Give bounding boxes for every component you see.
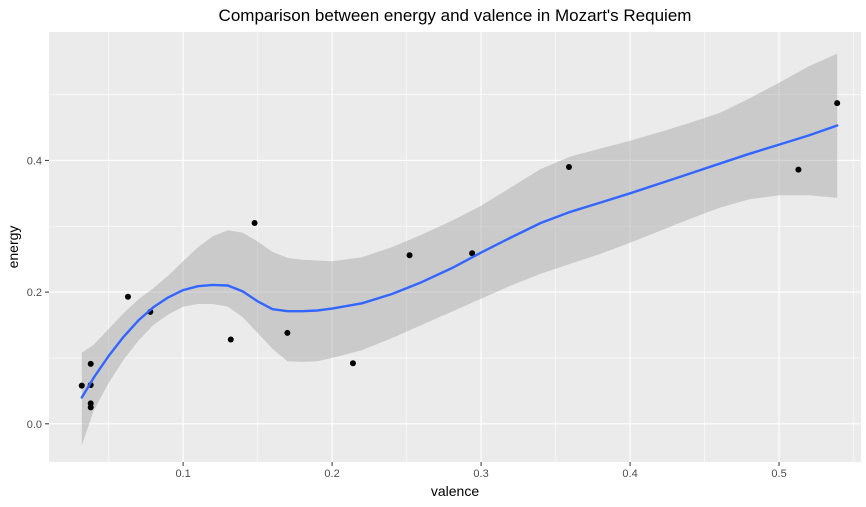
plot-panel bbox=[49, 32, 861, 462]
data-point bbox=[87, 360, 94, 367]
data-point bbox=[78, 382, 85, 389]
data-point bbox=[406, 252, 413, 259]
minor-grid bbox=[49, 32, 861, 462]
x-tick-label: 0.4 bbox=[622, 468, 637, 480]
data-point bbox=[565, 163, 572, 170]
data-point bbox=[795, 166, 802, 173]
x-axis: 0.1 0.2 0.3 0.4 0.5 bbox=[175, 462, 787, 480]
x-tick-label: 0.2 bbox=[324, 468, 339, 480]
data-point bbox=[349, 360, 356, 367]
x-tick-label: 0.1 bbox=[175, 468, 190, 480]
y-tick-label: 0.4 bbox=[27, 155, 42, 167]
smooth-line bbox=[80, 124, 839, 399]
y-tick-label: 0.0 bbox=[27, 419, 42, 431]
x-tick-label: 0.5 bbox=[771, 468, 786, 480]
major-grid bbox=[49, 32, 861, 462]
data-point bbox=[227, 336, 234, 343]
y-axis: 0.0 0.2 0.4 bbox=[27, 155, 49, 431]
data-point bbox=[124, 293, 131, 300]
data-point bbox=[284, 329, 291, 336]
y-axis-title: energy bbox=[5, 226, 21, 269]
x-tick-label: 0.3 bbox=[473, 468, 488, 480]
data-point bbox=[251, 219, 258, 226]
confidence-band bbox=[81, 53, 838, 446]
x-axis-title: valence bbox=[431, 483, 479, 499]
data-point bbox=[469, 250, 476, 257]
data-point bbox=[834, 100, 841, 107]
data-point bbox=[87, 404, 94, 411]
chart-title: Comparison between energy and valence in… bbox=[219, 6, 692, 25]
y-tick-label: 0.2 bbox=[27, 287, 42, 299]
